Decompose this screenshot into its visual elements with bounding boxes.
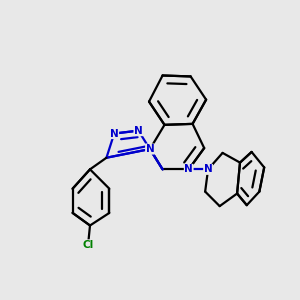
Text: N: N bbox=[110, 128, 118, 139]
Text: N: N bbox=[184, 164, 193, 174]
Text: N: N bbox=[134, 126, 143, 136]
Text: N: N bbox=[146, 144, 154, 154]
Text: Cl: Cl bbox=[82, 240, 94, 250]
Text: N: N bbox=[204, 164, 212, 174]
